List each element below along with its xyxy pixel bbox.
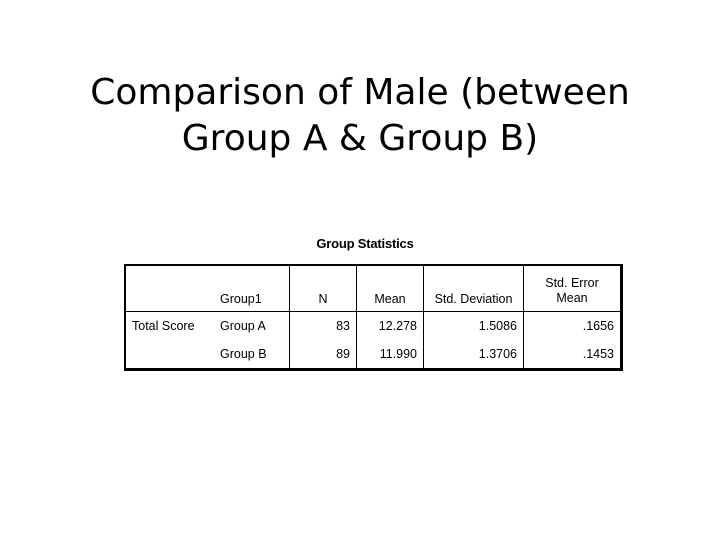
header-n: N (289, 265, 357, 312)
group-statistics-table: Group1 N Mean Std. Deviation Std. Error … (124, 264, 623, 371)
cell-mean: 11.990 (356, 340, 424, 370)
header-mean: Mean (356, 265, 424, 312)
cell-group: Group B (220, 347, 267, 361)
header-std-error-line2: Mean (556, 291, 588, 305)
cell-mean: 12.278 (356, 311, 424, 340)
header-group: Group1 (214, 265, 290, 312)
table-caption: Group Statistics (316, 236, 414, 251)
table-row: Group B 89 11.990 1.3706 .1453 (125, 340, 622, 370)
cell-group: Group A (220, 319, 266, 333)
table-row: Total Score Group A 83 12.278 1.5086 .16… (125, 311, 622, 340)
header-std-error-mean: Std. Error Mean (523, 265, 622, 312)
cell-std-error-mean: .1656 (523, 311, 622, 340)
cell-std-error-mean: .1453 (523, 340, 622, 370)
cell-n: 89 (289, 340, 357, 370)
cell-std-deviation: 1.5086 (423, 311, 524, 340)
cell-variable: Total Score (132, 319, 195, 333)
cell-variable (125, 340, 214, 370)
header-std-deviation: Std. Deviation (423, 265, 524, 312)
slide-title: Comparison of Male (between Group A & Gr… (90, 72, 630, 159)
header-variable (125, 265, 214, 312)
header-std-error-line1: Std. Error (545, 276, 599, 290)
cell-std-deviation: 1.3706 (423, 340, 524, 370)
cell-n: 83 (289, 311, 357, 340)
table-header-row: Group1 N Mean Std. Deviation Std. Error … (125, 265, 622, 312)
